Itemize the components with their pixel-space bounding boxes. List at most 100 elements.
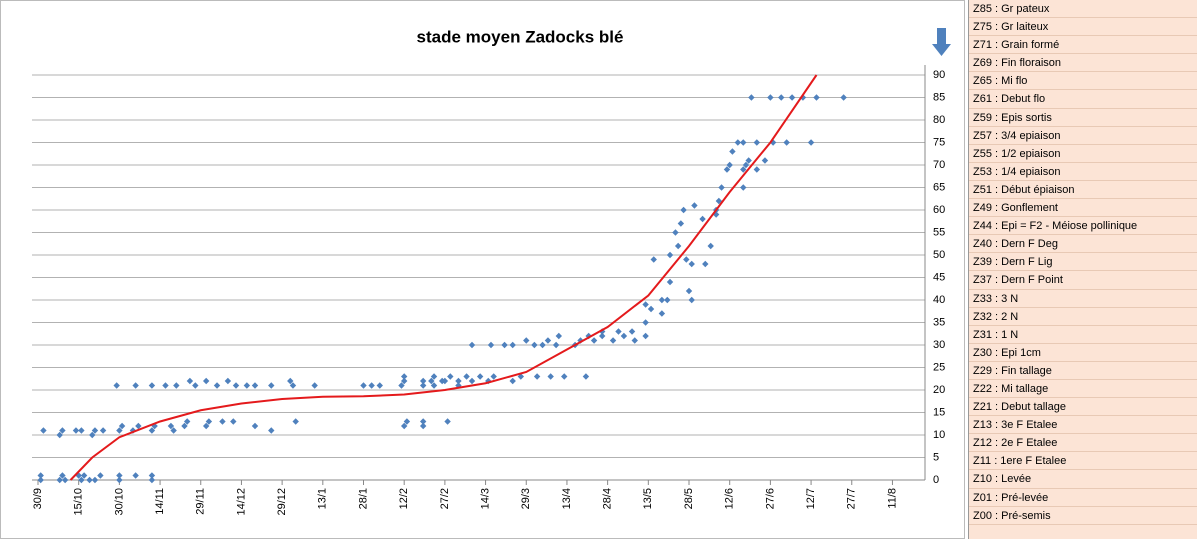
stage-item: Z37 : Dern F Point — [969, 271, 1197, 290]
data-point — [219, 418, 226, 425]
data-point — [658, 296, 666, 304]
y-tick-label: 50 — [933, 249, 945, 261]
stage-item: Z61 : Debut flo — [969, 90, 1197, 109]
data-point — [674, 242, 682, 250]
data-point — [37, 472, 44, 479]
data-point — [173, 382, 180, 389]
data-point — [78, 427, 85, 434]
stage-item: Z29 : Fin tallage — [969, 362, 1197, 380]
data-point — [767, 94, 774, 101]
data-point — [577, 337, 584, 344]
data-point — [192, 382, 199, 389]
data-point — [650, 256, 657, 263]
data-point — [807, 139, 815, 146]
data-point — [631, 337, 638, 344]
data-point — [419, 382, 427, 389]
data-point — [582, 373, 590, 380]
data-point — [72, 427, 80, 434]
stage-item: Z10 : Levée — [969, 470, 1197, 489]
data-point — [311, 382, 318, 389]
data-point — [116, 427, 123, 434]
data-point — [61, 476, 69, 484]
data-point — [788, 94, 796, 101]
stage-item: Z22 : Mi tallage — [969, 380, 1197, 399]
data-point — [544, 337, 552, 344]
stage-item: Z71 : Grain formé — [969, 36, 1197, 55]
data-point — [729, 148, 736, 155]
data-point — [702, 260, 709, 268]
data-point — [509, 377, 516, 385]
stage-item: Z51 : Début épiaison — [969, 181, 1197, 200]
data-point — [699, 215, 706, 223]
data-point — [135, 422, 142, 430]
data-point — [609, 337, 617, 344]
data-point — [455, 377, 462, 385]
data-point — [91, 476, 99, 484]
data-point — [664, 296, 671, 304]
data-point — [712, 211, 720, 218]
stage-item: Z85 : Gr pateux — [969, 0, 1197, 19]
data-point — [251, 382, 259, 389]
trend-line — [69, 74, 818, 481]
data-point — [400, 377, 408, 385]
data-point — [78, 476, 85, 484]
data-point — [509, 341, 516, 349]
data-point — [666, 251, 674, 259]
data-point — [132, 472, 139, 479]
x-tick-label: 12/6 — [724, 488, 736, 509]
data-point — [441, 377, 449, 385]
stage-item: Z21 : Debut tallage — [969, 398, 1197, 417]
data-point — [419, 418, 427, 425]
x-tick-label: 13/1 — [317, 488, 329, 509]
data-point — [232, 382, 240, 389]
data-point — [430, 382, 438, 389]
stage-item: Z40 : Dern F Deg — [969, 235, 1197, 254]
data-point — [376, 382, 383, 389]
x-tick-label: 15/10 — [73, 488, 85, 516]
y-tick-label: 45 — [933, 271, 945, 283]
data-point — [726, 161, 733, 169]
x-tick-label: 14/3 — [479, 488, 491, 509]
data-point — [89, 431, 96, 439]
data-point — [202, 422, 210, 430]
data-point — [552, 341, 560, 349]
data-point — [398, 382, 405, 389]
data-point — [37, 476, 44, 484]
data-point — [419, 377, 427, 385]
data-point — [769, 139, 777, 146]
data-point — [224, 377, 232, 385]
data-point — [463, 373, 470, 380]
data-point — [742, 161, 750, 169]
stage-item: Z11 : 1ere F Etalee — [969, 452, 1197, 471]
x-tick-label: 27/2 — [439, 488, 451, 509]
data-point — [59, 427, 66, 434]
data-point — [753, 139, 761, 146]
stage-item: Z69 : Fin floraison — [969, 54, 1197, 73]
data-point — [642, 301, 649, 308]
data-point — [740, 139, 747, 146]
data-point — [813, 94, 820, 101]
data-point — [723, 166, 731, 173]
data-point — [547, 373, 554, 380]
data-point — [599, 328, 606, 335]
data-point — [740, 166, 747, 173]
data-point — [691, 202, 698, 209]
stage-item: Z55 : 1/2 epiaison — [969, 145, 1197, 163]
down-arrow-icon — [932, 28, 951, 56]
chart-frame — [0, 0, 965, 539]
y-tick-label: 0 — [933, 474, 939, 486]
y-tick-label: 75 — [933, 136, 945, 148]
chart: stade moyen Zadocks blé 0 5 10 15 20 25 30 35 40… — [0, 0, 965, 539]
data-point — [476, 373, 484, 380]
x-tick-label: 14/11 — [154, 488, 166, 515]
data-point — [561, 373, 568, 380]
data-point — [400, 422, 408, 430]
data-point — [148, 427, 156, 434]
data-point — [183, 418, 191, 425]
chart-title: stade moyen Zadocks blé — [417, 27, 624, 46]
y-tick-label: 20 — [933, 384, 945, 396]
data-point — [531, 341, 538, 349]
stage-item: Z53 : 1/4 epiaison — [969, 163, 1197, 181]
data-point — [555, 332, 563, 340]
